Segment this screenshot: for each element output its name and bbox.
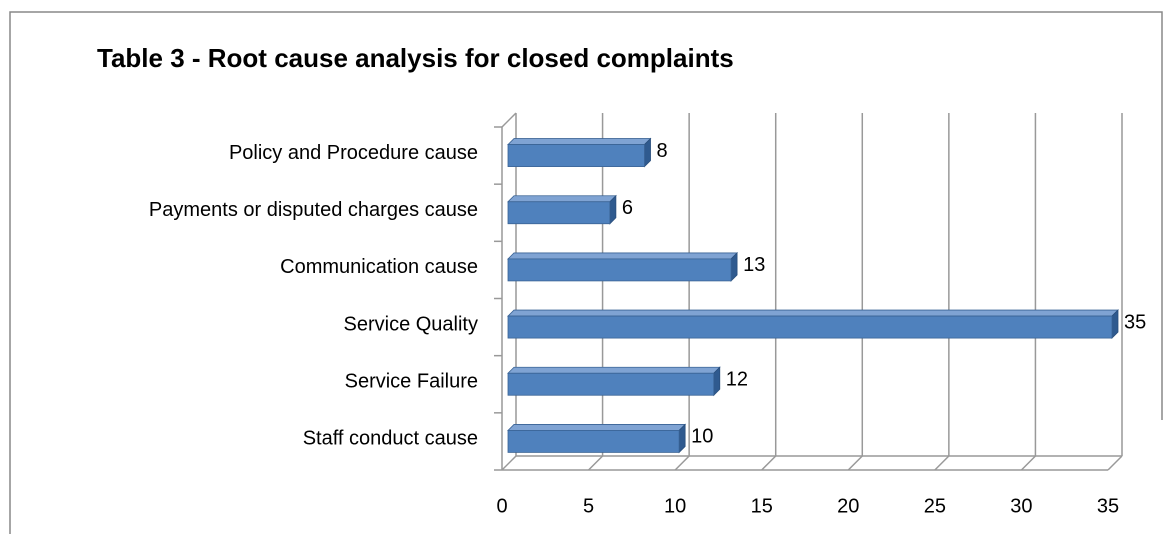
bar [507,430,680,453]
x-tick-label: 5 [583,495,594,517]
bar [507,315,1113,339]
x-tick-label: 10 [664,495,686,517]
value-label: 6 [622,197,633,219]
y-tick-label: Payments or disputed charges cause [149,199,478,221]
chart-title: Table 3 - Root cause analysis for closed… [97,43,734,73]
bar-top [507,424,687,431]
x-tick-label: 20 [837,495,859,517]
bar-top [507,366,721,374]
y-tick-label: Policy and Procedure cause [229,142,478,164]
y-tick-label: Service Quality [344,313,479,335]
bar [507,372,715,396]
bar-top [507,309,1119,317]
y-tick-label: Service Failure [345,371,478,393]
value-label: 10 [691,426,713,448]
x-tick-label: 15 [751,495,773,517]
x-tick-label: 35 [1097,495,1119,517]
floor-tick [934,455,950,471]
floor-tick [501,455,517,471]
bar [507,201,611,225]
chart-border [9,11,1163,534]
value-label: 13 [743,254,765,276]
bar-top [507,138,652,145]
bar [507,258,732,282]
value-label: 12 [726,369,748,391]
left-wall-top [501,112,517,128]
x-tick-label: 30 [1010,495,1032,517]
bar-top [507,252,739,260]
value-label: 8 [657,140,668,162]
floor-tick [761,455,777,471]
y-tick-label: Staff conduct cause [303,428,478,450]
value-label: 35 [1124,311,1146,333]
x-tick-label: 25 [924,495,946,517]
bar-top [507,195,617,203]
floor-tick [588,455,604,471]
floor-tick [847,455,863,471]
floor-tick [674,455,690,471]
y-tick-label: Communication cause [280,256,478,278]
floor-tick [1020,455,1036,471]
bar [507,144,645,167]
x-tick-label: 0 [496,495,507,517]
floor-tick [1107,455,1123,471]
